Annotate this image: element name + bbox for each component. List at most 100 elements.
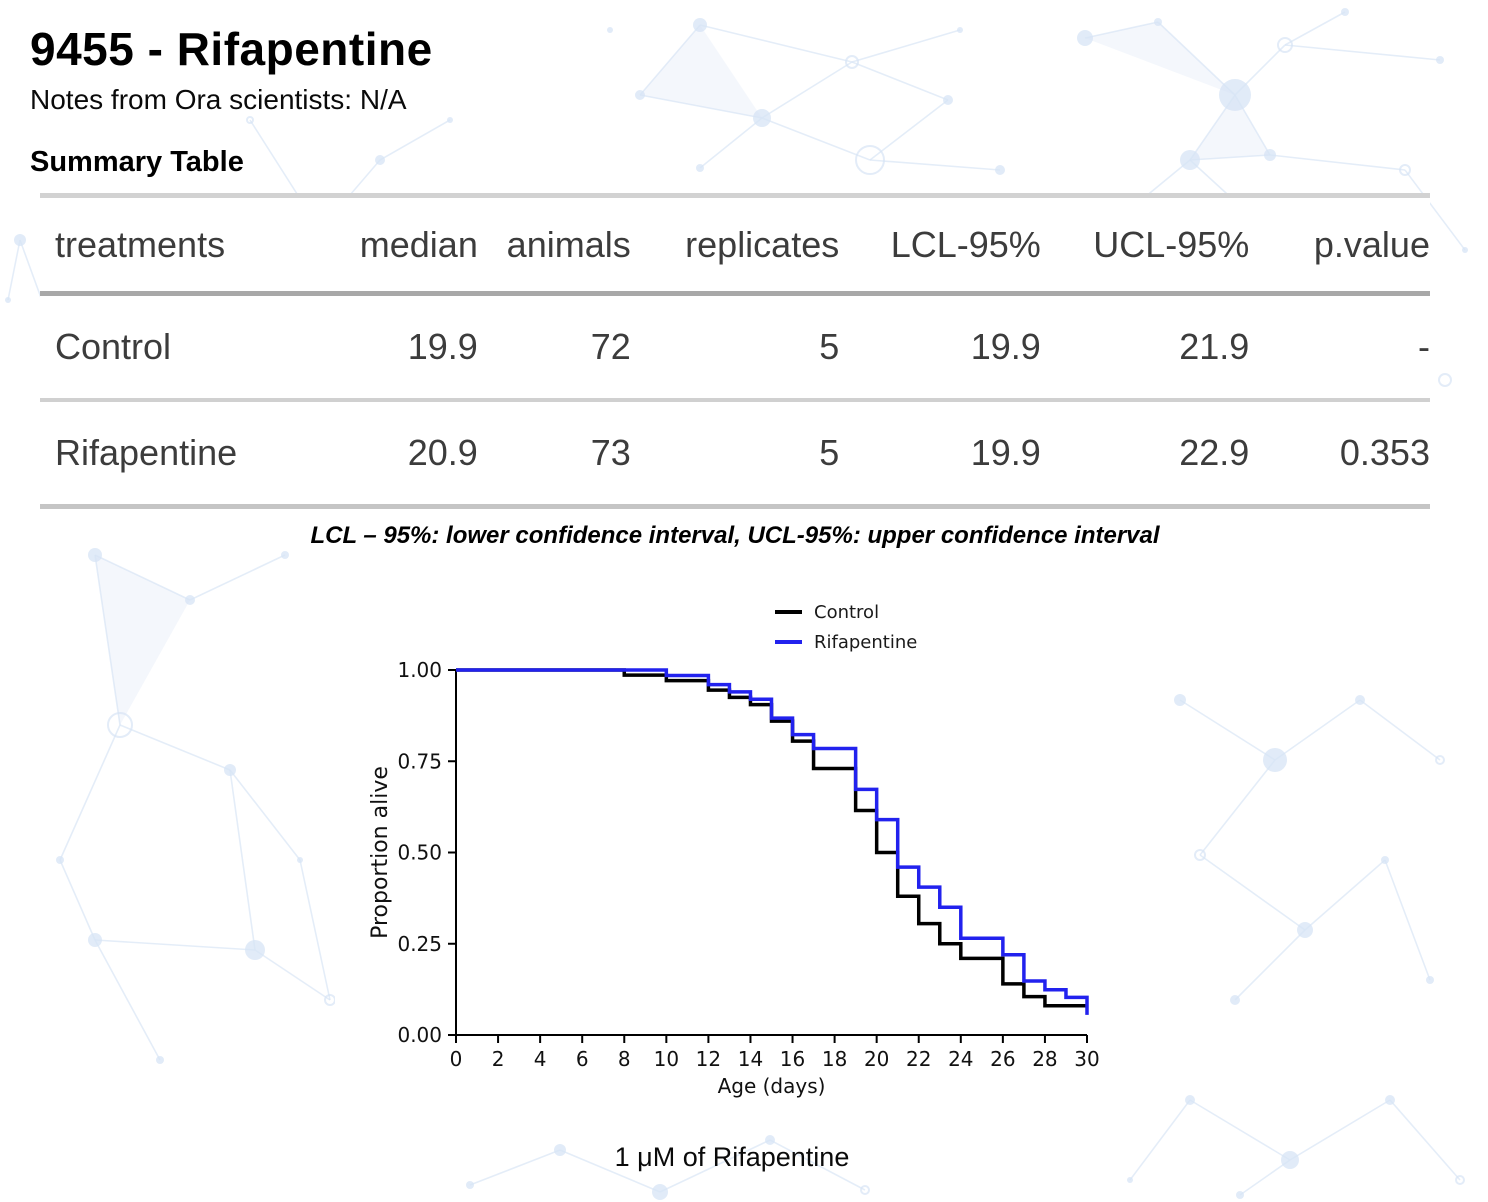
plexus-node	[466, 1181, 474, 1189]
plexus-node	[1263, 748, 1287, 772]
plexus-node	[1174, 694, 1186, 706]
y-tick-label: 1.00	[397, 658, 442, 682]
column-header: LCL-95%	[890, 223, 1041, 265]
legend: Control Rifapentine	[775, 602, 917, 653]
plexus-edge	[229, 769, 301, 861]
plexus-edge	[1157, 21, 1236, 96]
plexus-node	[1236, 1191, 1244, 1199]
column-header: p.value	[1313, 223, 1430, 265]
table-cell: 5	[819, 326, 840, 367]
plexus-edge	[1239, 1159, 1291, 1196]
table-rule-top	[40, 193, 1430, 198]
plexus-edge	[299, 859, 331, 1001]
plexus-edge	[659, 1139, 771, 1193]
plexus-facet	[1085, 22, 1235, 95]
plexus-node	[995, 165, 1005, 175]
plexus-edge	[639, 24, 701, 96]
plexus-node	[88, 933, 102, 947]
plexus-edge	[7, 239, 21, 301]
plexus-node	[1297, 922, 1313, 938]
plexus-node	[5, 297, 11, 303]
plexus-edge	[699, 24, 853, 63]
table-cell: 5	[819, 432, 840, 473]
plexus-edge	[1234, 929, 1306, 1001]
plexus-node	[1426, 976, 1434, 984]
table-rule	[40, 398, 1430, 402]
plexus-node	[1385, 1095, 1395, 1105]
plexus-edge	[1179, 699, 1276, 761]
x-axis-label: Age (days)	[718, 1074, 826, 1098]
plexus-facet	[95, 555, 190, 725]
plexus-node	[1435, 755, 1445, 765]
table-cell: 72	[590, 326, 631, 367]
plexus-node	[554, 1144, 566, 1156]
x-tick-label: 28	[1032, 1047, 1057, 1071]
legend-label: Rifapentine	[814, 632, 917, 653]
plexus-edge	[229, 769, 256, 951]
x-tick-label: 30	[1074, 1047, 1099, 1071]
plexus-node	[1219, 79, 1251, 111]
series-path-rifapentine	[456, 668, 1089, 1015]
plexus-node	[246, 116, 254, 124]
plexus-node	[297, 857, 303, 863]
table-cell: 19.9	[407, 326, 478, 367]
column-header: animals	[506, 223, 631, 265]
column-header: UCL-95%	[1093, 223, 1250, 265]
table-cell: 19.9	[970, 326, 1041, 367]
table-cell: Control	[55, 326, 172, 367]
summary-table: treatments median animals replicates LCL-95%…	[40, 193, 1430, 509]
plexus-edge	[59, 724, 121, 861]
plexus-node	[447, 117, 453, 123]
plexus-node	[693, 18, 707, 32]
plexus-node	[88, 548, 102, 562]
plexus-edge	[639, 94, 763, 119]
plexus-node	[107, 712, 133, 738]
x-tick-label: 12	[696, 1047, 721, 1071]
plexus-edge	[1129, 1099, 1191, 1181]
plexus-node	[845, 55, 859, 69]
plexus-edge	[1359, 699, 1441, 761]
plexus-node	[943, 95, 953, 105]
x-tick-label: 4	[534, 1047, 547, 1071]
y-tick-label: 0.50	[397, 841, 442, 865]
x-tick-label: 6	[576, 1047, 589, 1071]
plexus-node	[224, 764, 236, 776]
plexus-edge	[189, 554, 286, 601]
plexus-node	[245, 940, 265, 960]
plexus-node	[14, 234, 26, 246]
y-tick-label: 0.25	[397, 932, 442, 956]
plexus-edge	[699, 117, 763, 169]
plexus-node	[185, 595, 195, 605]
plexus-node	[1154, 18, 1162, 26]
plexus-edge	[379, 119, 451, 161]
x-tick-label: 26	[990, 1047, 1015, 1071]
y-tick-label: 0.75	[397, 749, 442, 773]
plexus-node	[1264, 149, 1276, 161]
plexus-node	[855, 145, 885, 175]
plexus-edge	[1389, 1099, 1461, 1181]
table-cell: 19.9	[970, 432, 1041, 473]
plexus-node	[1185, 1095, 1195, 1105]
table-rule-header	[40, 291, 1430, 296]
table-rule	[40, 504, 1430, 509]
plexus-edge	[1189, 1099, 1291, 1161]
plexus-node	[1230, 995, 1240, 1005]
x-tick-label: 14	[738, 1047, 763, 1071]
column-header: treatments	[55, 223, 226, 265]
y-tick-label: 0.00	[397, 1023, 442, 1047]
plexus-node	[652, 1184, 668, 1200]
plexus-edge	[869, 99, 949, 161]
plexus-edge	[869, 159, 1001, 171]
plexus-node	[765, 1135, 775, 1145]
plexus-edge	[769, 1139, 866, 1191]
series-path-control	[456, 668, 1087, 1008]
plexus-edge	[1274, 699, 1361, 761]
notes-line: Notes from Ora scientists: N/A	[30, 84, 407, 115]
plexus-edge	[94, 939, 256, 951]
plexus-node	[607, 27, 613, 33]
table-cell: -	[1417, 326, 1430, 367]
plexus-node	[1355, 695, 1365, 705]
plexus-edge	[761, 61, 853, 119]
plexus-edge	[94, 554, 191, 601]
plexus-facet	[640, 25, 762, 118]
